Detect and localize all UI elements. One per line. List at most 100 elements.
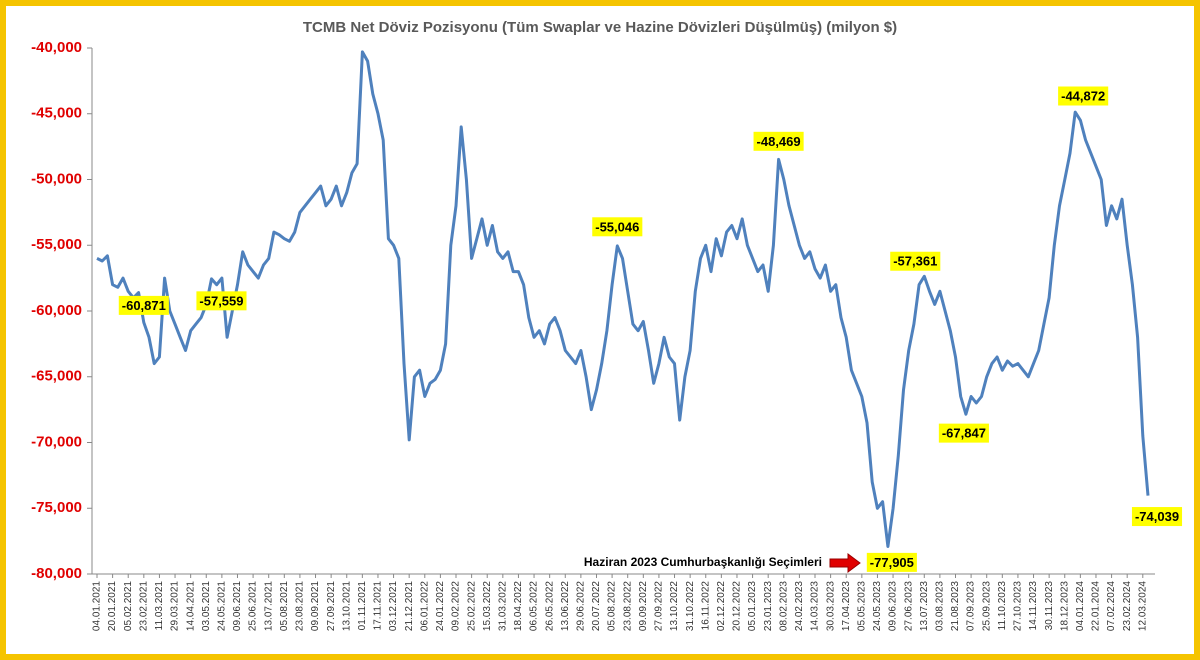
value-label: -57,559 — [199, 293, 243, 308]
y-tick-label: -65,000 — [31, 368, 82, 385]
value-label: -44,872 — [1061, 89, 1105, 104]
x-tick-label: 27.10.2023 — [1013, 581, 1024, 631]
value-label: -55,046 — [595, 219, 639, 234]
x-tick-label: 15.03.2022 — [482, 581, 493, 631]
x-tick-label: 31.10.2022 — [685, 581, 696, 631]
x-tick-label: 14.11.2023 — [1028, 581, 1039, 631]
value-label: -74,039 — [1135, 509, 1179, 524]
value-label: -60,871 — [122, 298, 166, 313]
x-tick-label: 09.06.2023 — [888, 581, 899, 631]
x-tick-label: 03.05.2021 — [201, 581, 212, 631]
x-tick-label: 25.02.2022 — [466, 581, 477, 631]
x-tick-label: 23.02.2021 — [138, 581, 149, 631]
chart-area — [6, 6, 1194, 654]
x-tick-label: 26.05.2022 — [544, 581, 555, 631]
x-tick-label: 05.08.2022 — [607, 581, 618, 631]
x-tick-label: 24.02.2023 — [794, 581, 805, 631]
value-label-bg — [890, 251, 941, 271]
x-tick-label: 30.11.2023 — [1044, 581, 1055, 631]
x-tick-label: 24.01.2022 — [435, 581, 446, 631]
x-tick-label: 06.01.2022 — [419, 581, 430, 631]
x-tick-label: 23.08.2021 — [295, 581, 306, 631]
x-tick-label: 03.12.2021 — [388, 581, 399, 631]
y-tick-label: -60,000 — [31, 302, 82, 319]
value-label-bg — [753, 131, 804, 151]
x-tick-label: 18.12.2023 — [1059, 581, 1070, 631]
x-tick-label: 29.06.2022 — [576, 581, 587, 631]
value-label: -77,905 — [870, 555, 914, 570]
x-tick-label: 14.04.2021 — [185, 581, 196, 631]
x-tick-label: 11.03.2021 — [154, 581, 165, 631]
x-tick-label: 08.02.2023 — [778, 581, 789, 631]
x-tick-label: 17.04.2023 — [841, 581, 852, 631]
x-tick-label: 09.06.2021 — [232, 581, 243, 631]
x-tick-label: 25.09.2023 — [981, 581, 992, 631]
x-tick-label: 17.11.2021 — [373, 581, 384, 631]
x-tick-label: 27.06.2023 — [903, 581, 914, 631]
value-label-bg — [592, 217, 643, 237]
y-tick-label: -75,000 — [31, 499, 82, 516]
x-tick-label: 07.02.2024 — [1106, 581, 1117, 631]
x-tick-label: 09.09.2022 — [638, 581, 649, 631]
x-tick-label: 09.02.2022 — [451, 581, 462, 631]
y-tick-label: -45,000 — [31, 105, 82, 122]
x-tick-label: 25.06.2021 — [248, 581, 259, 631]
value-label-bg — [866, 552, 917, 572]
x-tick-label: 05.02.2021 — [123, 581, 134, 631]
value-label-bg — [938, 423, 989, 443]
chart-title: TCMB Net Döviz Pozisyonu (Tüm Swaplar ve… — [303, 19, 897, 36]
x-tick-label: 18.04.2022 — [513, 581, 524, 631]
value-label-bg — [1131, 507, 1183, 527]
x-tick-label: 01.11.2021 — [357, 581, 368, 631]
x-tick-label: 23.08.2022 — [622, 581, 633, 631]
x-tick-label: 13.07.2023 — [919, 581, 930, 631]
x-tick-label: 22.01.2024 — [1091, 581, 1102, 631]
value-label: -57,361 — [893, 254, 937, 269]
x-tick-label: 06.05.2022 — [529, 581, 540, 631]
x-tick-label: 21.12.2021 — [404, 581, 415, 631]
x-tick-label: 12.03.2024 — [1137, 581, 1148, 631]
x-tick-label: 23.01.2023 — [763, 581, 774, 631]
x-tick-label: 29.03.2021 — [170, 581, 181, 631]
x-tick-label: 20.01.2021 — [107, 581, 118, 631]
x-tick-label: 14.03.2023 — [810, 581, 821, 631]
value-label-bg — [1058, 86, 1109, 106]
x-tick-label: 13.10.2021 — [341, 581, 352, 631]
x-tick-label: 27.09.2022 — [654, 581, 665, 631]
x-tick-label: 27.09.2021 — [326, 581, 337, 631]
y-tick-label: -55,000 — [31, 236, 82, 253]
x-tick-label: 23.02.2024 — [1122, 581, 1133, 631]
value-label: -48,469 — [757, 134, 801, 149]
x-tick-label: 13.10.2022 — [669, 581, 680, 631]
x-tick-label: 21.08.2023 — [950, 581, 961, 631]
annotation: Haziran 2023 Cumhurbaşkanlığı Seçimleri — [584, 555, 822, 569]
y-tick-label: -80,000 — [31, 565, 82, 582]
x-tick-label: 20.12.2022 — [732, 581, 743, 631]
x-tick-label: 03.08.2023 — [935, 581, 946, 631]
x-tick-label: 07.09.2023 — [966, 581, 977, 631]
x-tick-label: 02.12.2022 — [716, 581, 727, 631]
value-label-bg — [196, 291, 247, 311]
x-tick-label: 13.06.2022 — [560, 581, 571, 631]
x-tick-label: 24.05.2021 — [217, 581, 228, 631]
x-tick-label: 05.05.2023 — [856, 581, 867, 631]
data-line — [96, 50, 1150, 548]
value-label: -67,847 — [942, 426, 986, 441]
y-tick-label: -40,000 — [31, 39, 82, 56]
x-tick-label: 13.07.2021 — [263, 581, 274, 631]
value-label-bg — [118, 295, 169, 315]
x-tick-label: 24.05.2023 — [872, 581, 883, 631]
x-tick-label: 16.11.2022 — [700, 581, 711, 631]
y-tick-label: -50,000 — [31, 170, 82, 187]
x-tick-label: 04.01.2021 — [92, 581, 103, 631]
x-tick-label: 05.08.2021 — [279, 581, 290, 631]
x-tick-label: 31.03.2022 — [497, 581, 508, 631]
x-tick-label: 09.09.2021 — [310, 581, 321, 631]
x-tick-label: 30.03.2023 — [825, 581, 836, 631]
x-tick-label: 20.07.2022 — [591, 581, 602, 631]
y-tick-label: -70,000 — [31, 433, 82, 450]
annotation-arrow — [829, 553, 861, 573]
x-tick-label: 05.01.2023 — [747, 581, 758, 631]
x-tick-label: 11.10.2023 — [997, 581, 1008, 631]
